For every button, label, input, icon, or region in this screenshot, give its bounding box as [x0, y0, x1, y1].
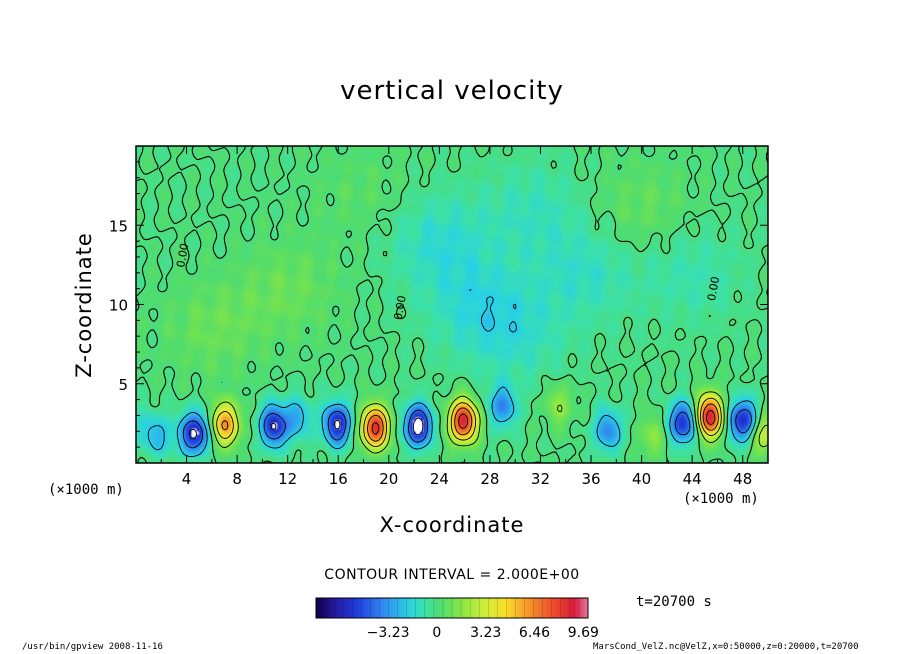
contour-label: 0.00: [705, 275, 722, 301]
contour-line: [136, 146, 768, 463]
footer-left: /usr/bin/gpview 2008-11-16: [22, 642, 163, 652]
y-tick-label: 15: [109, 217, 128, 235]
y-tick-label: 5: [118, 376, 128, 394]
x-tick-label: 44: [683, 470, 702, 488]
x-tick-label: 16: [329, 470, 348, 488]
contour-lines: [136, 146, 768, 463]
x-axis-label: X-coordinate: [379, 513, 525, 537]
x-unit-right: (×1000 m): [683, 491, 759, 507]
contour-label-group: 0.00 0.00 0.00: [174, 242, 722, 321]
contour-line: [212, 391, 768, 454]
footer-right: MarsCond_VelZ.nc@VelZ,x=0:50000,z=0:2000…: [593, 642, 859, 652]
colorbar-tick-label: 6.46: [519, 625, 550, 641]
chart-title: vertical velocity: [340, 76, 564, 106]
contour-label: 0.00: [174, 242, 191, 268]
colorbar-fill: [316, 598, 588, 618]
x-tick-label: 8: [232, 470, 242, 488]
contour-interval-label: CONTOUR INTERVAL = 2.000E+00: [324, 567, 580, 583]
colorbar-ticks: −3.23 0 3.23 6.46 9.69: [367, 625, 599, 641]
x-unit-left: (×1000 m): [48, 482, 124, 498]
colorbar-tick-label: 9.69: [568, 625, 599, 641]
x-tick-label: 48: [733, 470, 752, 488]
colorbar-dividers: [324, 598, 580, 618]
x-tick-label: 20: [379, 470, 398, 488]
contour-line: [221, 403, 719, 442]
x-ticks: 4 8 12 16 20 24 28 32 36 40 44 48: [160, 146, 752, 488]
colorbar-tick-label: −3.23: [367, 625, 410, 641]
x-tick-label: 28: [480, 470, 499, 488]
colorbar-tick-label: 0: [432, 625, 441, 641]
contour-line: [189, 417, 424, 439]
time-label: t=20700 s: [636, 594, 712, 610]
x-tick-label: 24: [430, 470, 449, 488]
contour-line: [147, 289, 757, 457]
x-tick-label: 4: [182, 470, 192, 488]
colorbar: −3.23 0 3.23 6.46 9.69: [315, 597, 599, 641]
plot-area: [136, 146, 768, 463]
x-tick-label: 32: [531, 470, 550, 488]
colorbar-frame: [315, 597, 589, 619]
y-ticks: 5 10 15: [109, 161, 768, 448]
contour-label: 0.00: [392, 294, 409, 320]
colorbar-tick-label: 3.23: [470, 625, 501, 641]
x-tick-label: 36: [581, 470, 600, 488]
contour-line: [182, 409, 752, 449]
x-tick-label: 40: [632, 470, 651, 488]
contour-line: [371, 410, 716, 435]
contour-line: [216, 397, 722, 448]
x-tick-label: 12: [278, 470, 297, 488]
y-tick-label: 10: [109, 297, 128, 315]
